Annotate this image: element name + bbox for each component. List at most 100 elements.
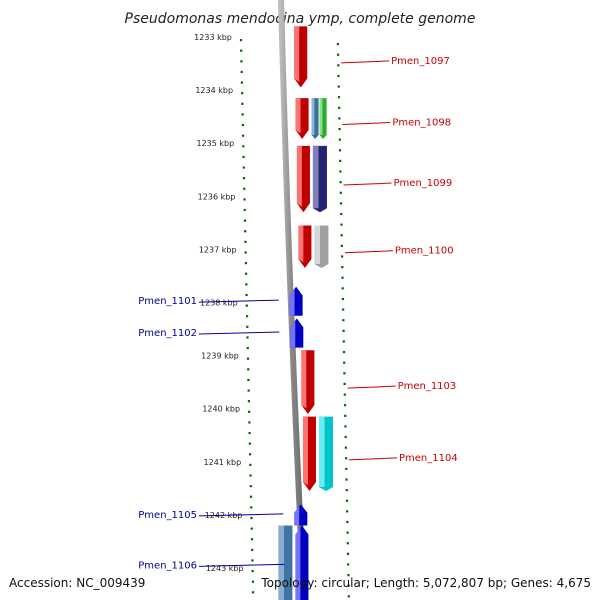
tick-label: 1235 kbp <box>197 139 235 148</box>
tick-mark <box>340 223 343 226</box>
tick-mark <box>343 404 347 407</box>
label-leader-line <box>341 60 390 64</box>
tick-mark <box>345 489 348 492</box>
gene-label-pmen_1099: Pmen_1099 <box>394 178 453 189</box>
tick-mark <box>248 453 252 456</box>
tick-label: 1241 kbp <box>204 458 242 467</box>
tick-mark <box>247 400 251 403</box>
gene-labels: Pmen_1097 Pmen_1098 Pmen_1099 Pmen_1100 Pmen… <box>138 56 457 571</box>
tick-mark <box>344 414 347 417</box>
tick-mark <box>248 442 251 445</box>
feature-block <box>319 98 327 139</box>
gene-arrow-pmen_1103 <box>301 350 315 415</box>
tick-mark <box>245 272 248 275</box>
tick-mark <box>246 357 250 360</box>
tick-mark <box>239 39 243 42</box>
accession-text: Accession: NC_009439 <box>9 576 146 590</box>
tick-mark <box>240 70 243 74</box>
tick-mark <box>250 527 253 530</box>
label-leader-line <box>344 250 393 254</box>
gene-label-pmen_1104: Pmen_1104 <box>399 453 458 464</box>
tick-mark <box>245 283 248 286</box>
gene-label-pmen_1100: Pmen_1100 <box>395 246 454 257</box>
tick-mark <box>241 92 244 95</box>
tick-mark <box>342 340 345 343</box>
label-leader-line <box>342 122 391 126</box>
tick-mark <box>242 145 245 148</box>
tick-mark <box>241 123 244 127</box>
tick-mark <box>243 208 246 212</box>
gene-label-pmen_1102: Pmen_1102 <box>138 328 197 339</box>
tick-mark <box>248 410 251 413</box>
tick-mark <box>340 212 343 216</box>
tick-mark <box>251 570 254 573</box>
tick-mark <box>343 382 346 386</box>
tick-mark <box>342 350 346 354</box>
tick-mark <box>345 467 348 470</box>
tick-mark <box>240 60 243 63</box>
tick-mark <box>346 520 349 524</box>
tick-mark <box>247 368 250 371</box>
topology-summary: Topology: circular; Length: 5,072,807 bp… <box>261 576 591 590</box>
tick-mark <box>344 446 347 449</box>
tick-mark <box>242 177 246 180</box>
feature-block <box>312 145 327 213</box>
tick-mark <box>339 202 343 205</box>
tick-mark <box>347 563 350 566</box>
gene-arrow-pmen_1100 <box>298 225 312 268</box>
tick-mark <box>347 595 350 598</box>
tick-mark <box>242 166 245 169</box>
tick-mark <box>245 293 248 297</box>
gene-label-pmen_1101: Pmen_1101 <box>138 296 197 307</box>
tick-mark <box>250 506 253 509</box>
gene-label-pmen_1106: Pmen_1106 <box>138 560 197 571</box>
tick-mark <box>248 431 251 435</box>
label-leader-line <box>347 385 396 389</box>
tick-label: 1233 kbp <box>194 33 232 42</box>
tick-mark <box>343 361 346 364</box>
label-leader-line <box>198 299 279 303</box>
tick-mark <box>338 117 341 120</box>
tick-mark <box>346 552 350 555</box>
tick-mark <box>338 127 341 131</box>
tick-mark <box>341 276 344 279</box>
tick-label: 1239 kbp <box>201 352 239 361</box>
tick-mark <box>342 319 345 322</box>
tick-label: 1238 kbp <box>200 299 238 308</box>
tick-mark <box>336 43 339 46</box>
label-leader-line <box>343 182 392 186</box>
tick-mark <box>345 478 348 481</box>
tick-mark <box>240 81 244 84</box>
tick-mark <box>344 425 347 428</box>
feature-block <box>314 225 329 268</box>
tick-ruler-left <box>239 39 255 594</box>
gene-arrow-pmen_1102 <box>290 318 304 348</box>
tick-mark <box>247 389 250 392</box>
tick-mark <box>246 336 249 339</box>
tick-mark <box>337 53 340 56</box>
feature-block <box>311 98 319 139</box>
tick-mark <box>246 346 249 350</box>
tick-mark <box>337 96 341 99</box>
tick-mark <box>245 315 249 318</box>
tick-mark <box>337 85 340 88</box>
gene-arrow-pmen_1105 <box>294 504 308 526</box>
tick-mark <box>250 538 254 541</box>
tick-mark <box>246 325 249 328</box>
tick-mark <box>344 457 348 460</box>
tick-mark <box>338 149 342 152</box>
tick-mark <box>341 266 344 269</box>
tick-mark <box>249 474 252 477</box>
tick-mark <box>339 181 342 184</box>
tick-mark <box>341 297 345 301</box>
tick-mark <box>339 159 342 163</box>
tick-mark <box>250 516 253 520</box>
tick-mark <box>346 531 349 534</box>
tick-mark <box>345 499 349 502</box>
tick-mark <box>344 435 347 439</box>
map-title: Pseudomonas mendocina ymp, complete geno… <box>125 11 476 27</box>
tick-mark <box>340 244 343 247</box>
tick-mark <box>249 485 252 488</box>
tick-mark <box>340 234 343 237</box>
tick-mark <box>247 378 250 382</box>
